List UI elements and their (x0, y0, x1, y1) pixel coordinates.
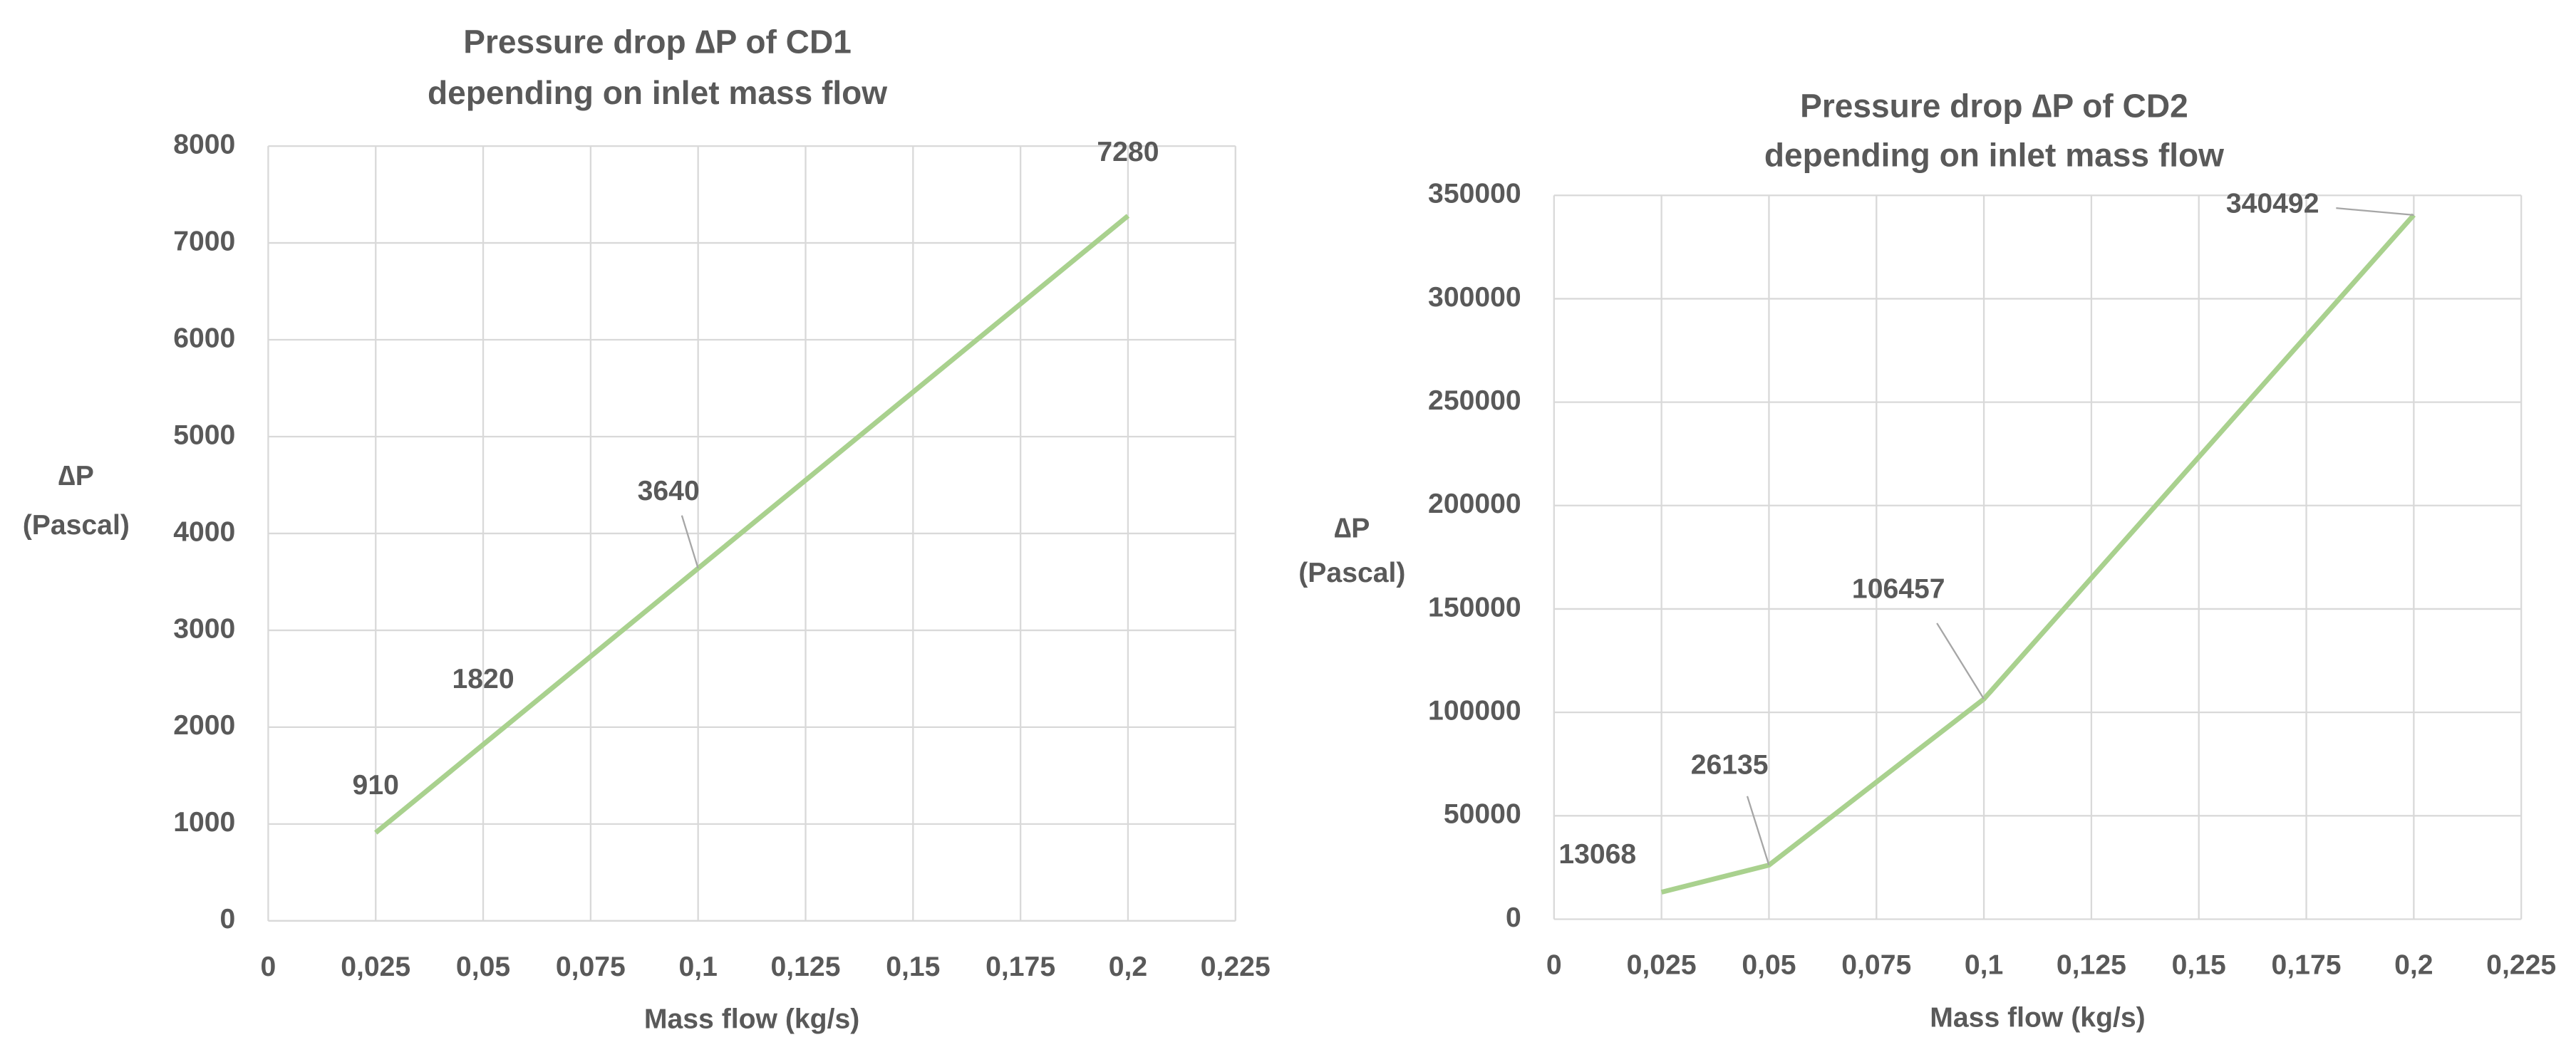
x-tick-label: 0,075 (1841, 950, 1911, 981)
x-tick-label: 0,125 (770, 952, 840, 982)
x-tick-label: 0,1 (1965, 950, 2003, 981)
y-tick-label: 100000 (1428, 695, 1521, 726)
x-tick-label: 0 (261, 952, 276, 982)
y-tick-label: 8000 (173, 129, 235, 160)
x-axis-label: Mass flow (kg/s) (1930, 1002, 2145, 1033)
data-label: 910 (353, 770, 399, 801)
x-tick-label: 0,05 (1742, 950, 1796, 981)
y-tick-label: 200000 (1428, 489, 1521, 519)
x-tick-label: 0,15 (2172, 950, 2226, 981)
x-tick-label: 0 (1546, 950, 1562, 981)
data-label: 340492 (2226, 188, 2319, 219)
y-tick-label: 4000 (173, 516, 235, 547)
x-tick-label: 0,225 (1201, 952, 1271, 982)
y-tick-label: 7000 (173, 226, 235, 256)
data-label: 7280 (1097, 137, 1159, 167)
leader-line (681, 515, 699, 569)
y-tick-label: 2000 (173, 710, 235, 741)
chart-title: Pressure drop ∆P of CD2 (1800, 87, 2188, 124)
x-tick-label: 0,025 (341, 952, 410, 982)
leader-line (1936, 623, 1985, 700)
x-tick-label: 0,1 (678, 952, 717, 982)
data-label: 106457 (1852, 574, 1945, 605)
y-tick-label: 350000 (1428, 179, 1521, 209)
x-tick-label: 0,15 (886, 952, 940, 982)
chart-title: Pressure drop ∆P of CD1 (463, 23, 852, 60)
y-axis-label: (Pascal) (1298, 558, 1405, 588)
data-line (1660, 213, 2416, 895)
y-tick-label: 300000 (1428, 282, 1521, 313)
y-axis-label: (Pascal) (23, 510, 130, 541)
x-tick-label: 0,225 (2486, 950, 2556, 981)
x-tick-label: 0,05 (456, 952, 510, 982)
y-axis-label: ∆P (58, 461, 94, 491)
data-label: 3640 (638, 476, 700, 506)
y-tick-label: 150000 (1428, 592, 1521, 623)
y-tick-label: 0 (220, 904, 236, 935)
data-label: 26135 (1691, 750, 1769, 781)
data-line (374, 214, 1130, 835)
x-tick-label: 0,175 (986, 952, 1055, 982)
x-tick-label: 0,175 (2272, 950, 2342, 981)
y-tick-label: 5000 (173, 420, 235, 450)
y-tick-label: 0 (1506, 902, 1521, 933)
y-axis-label: ∆P (1334, 514, 1370, 544)
x-tick-label: 0,2 (2394, 950, 2433, 981)
data-label: 1820 (452, 664, 514, 694)
data-label: 13068 (1558, 839, 1636, 870)
y-tick-label: 50000 (1444, 799, 1521, 830)
y-tick-label: 3000 (173, 613, 235, 644)
chart-title: depending on inlet mass flow (428, 74, 887, 111)
x-tick-label: 0,025 (1627, 950, 1697, 981)
chart-title: depending on inlet mass flow (1764, 136, 2224, 173)
leader-line (1746, 796, 1770, 865)
x-tick-label: 0,2 (1109, 952, 1147, 982)
x-tick-label: 0,075 (556, 952, 626, 982)
y-tick-label: 6000 (173, 323, 235, 353)
x-tick-label: 0,125 (2057, 950, 2126, 981)
y-tick-label: 250000 (1428, 385, 1521, 416)
leader-line (2336, 207, 2414, 216)
x-axis-label: Mass flow (kg/s) (644, 1004, 859, 1035)
y-tick-label: 1000 (173, 807, 235, 838)
